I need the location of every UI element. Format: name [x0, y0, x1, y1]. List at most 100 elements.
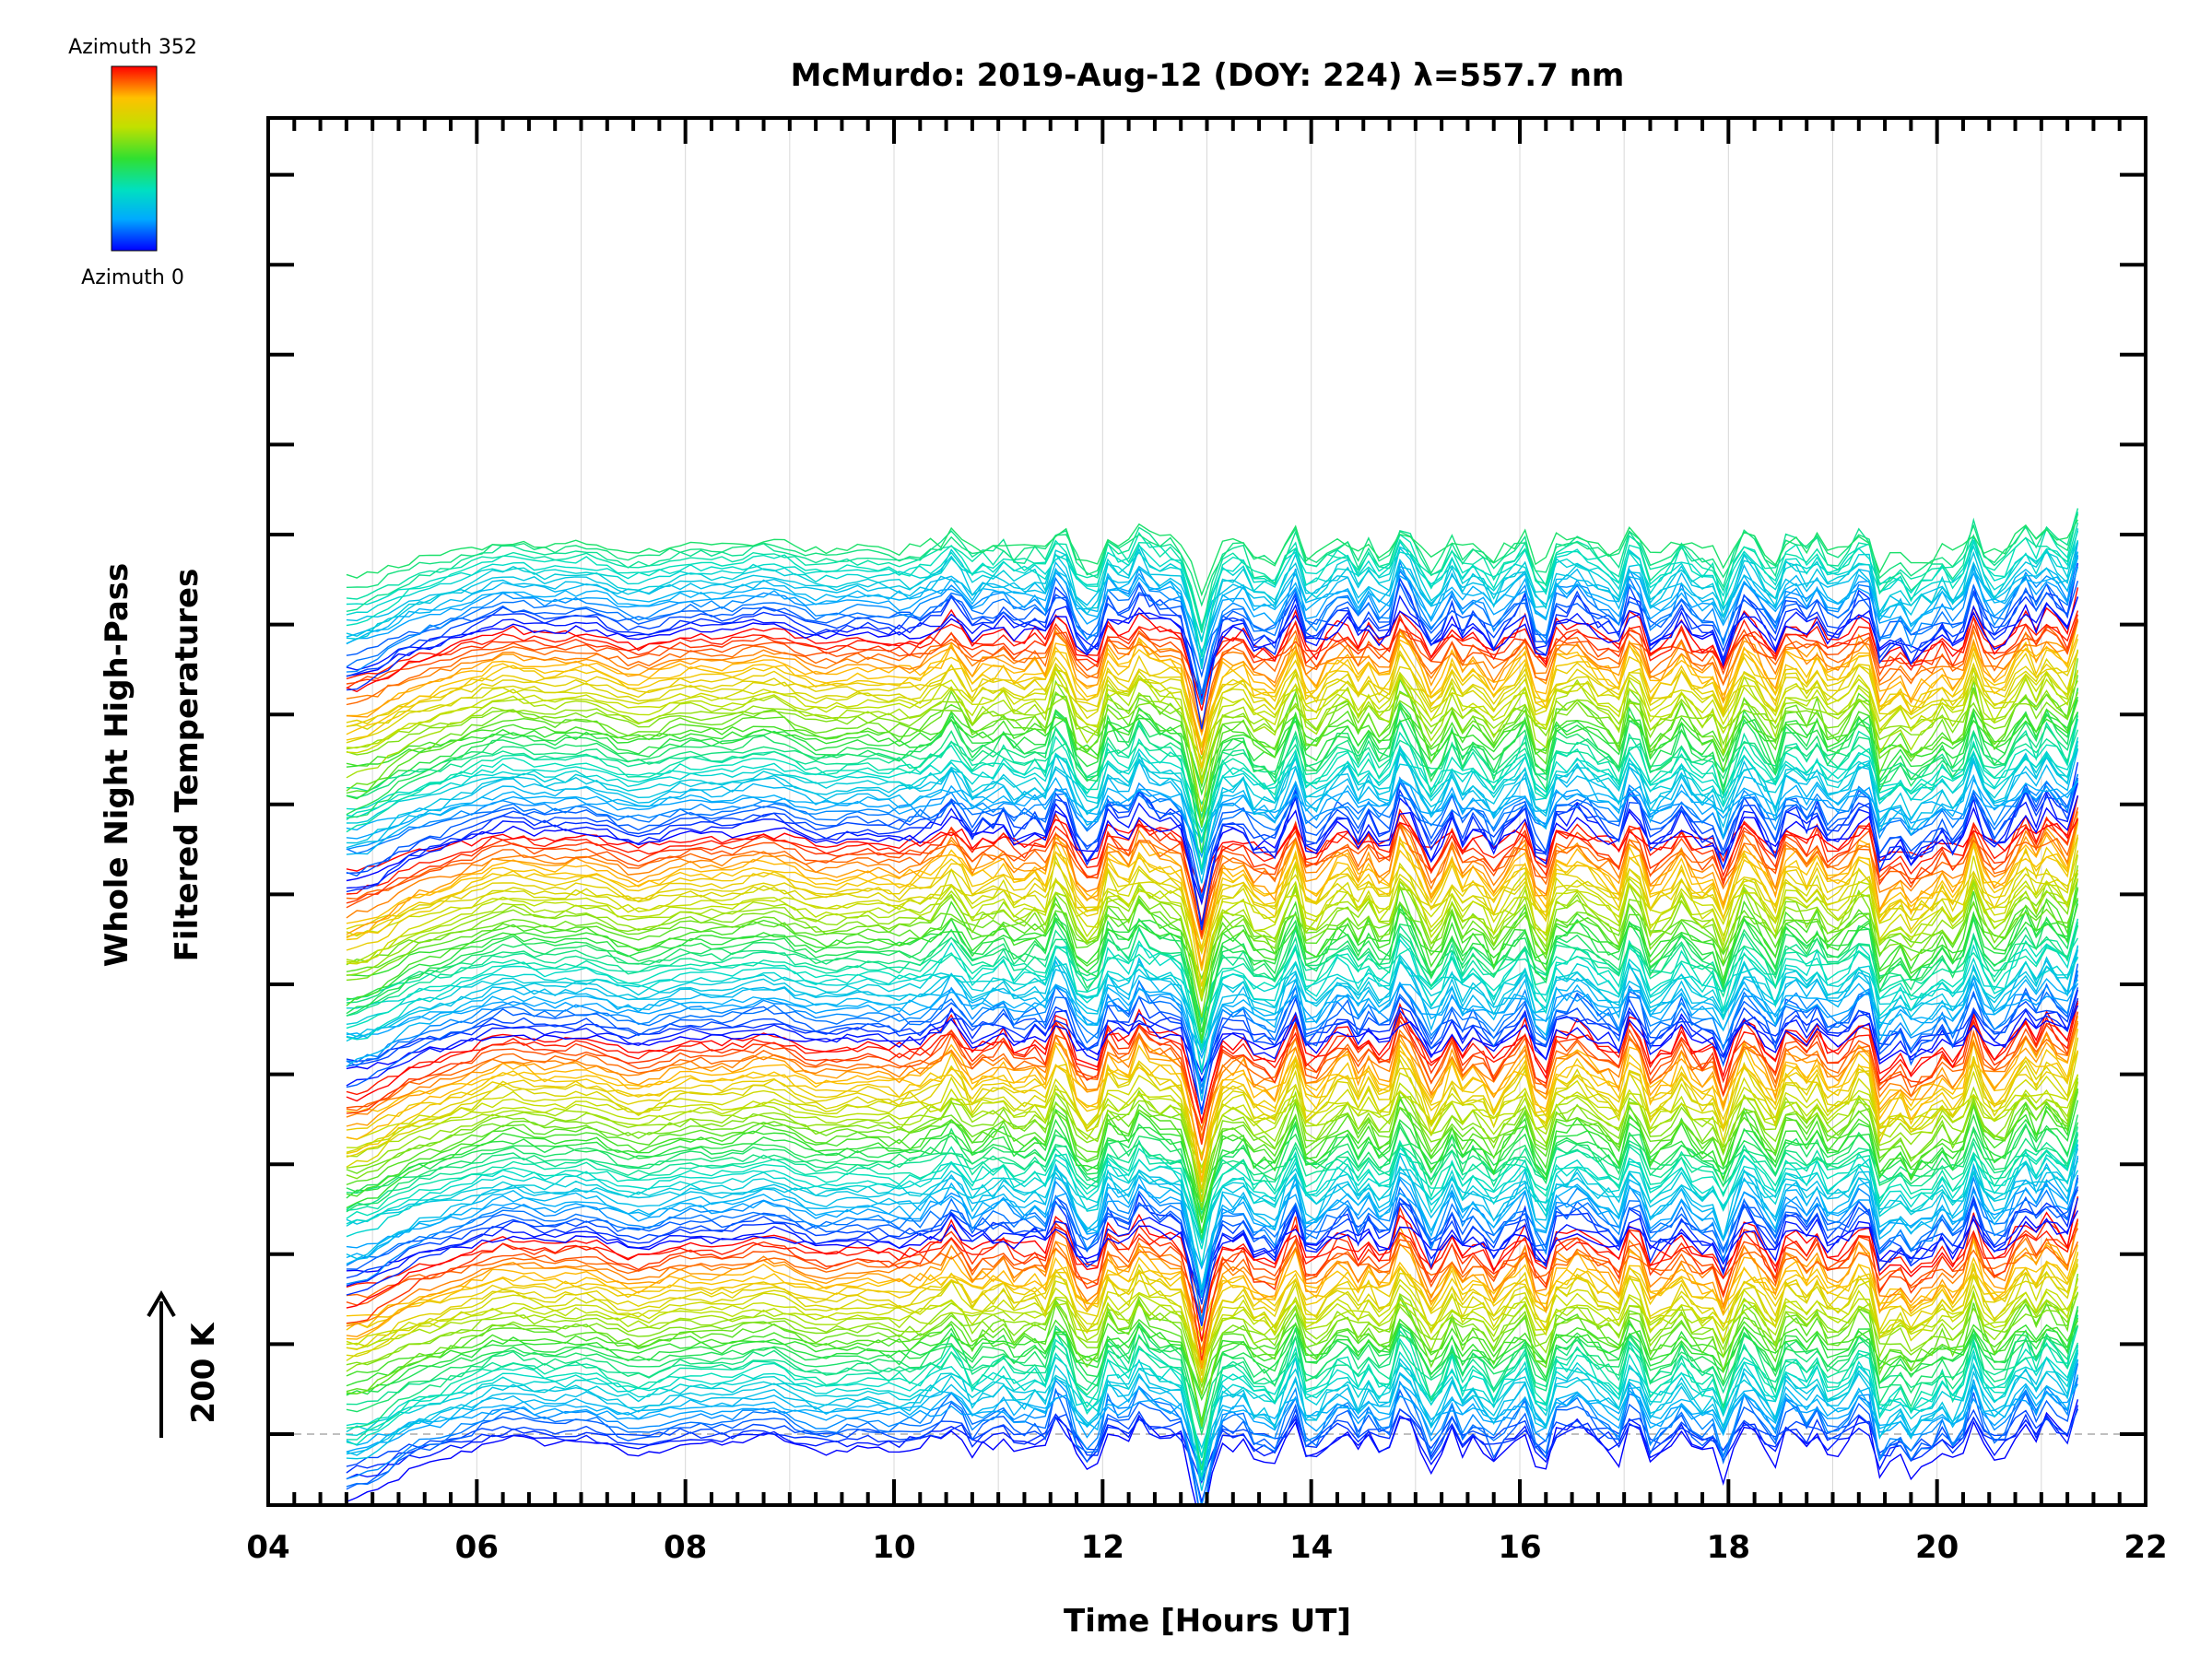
axis-ticks — [266, 118, 2147, 1505]
series-line-9 — [346, 1359, 2079, 1478]
series-line-147 — [346, 747, 2079, 842]
series-line-167 — [346, 651, 2079, 767]
series-line-163 — [346, 649, 2079, 812]
series-line-175 — [346, 618, 2079, 733]
series-line-186 — [346, 542, 2079, 705]
series-line-28 — [346, 1292, 2078, 1375]
series-line-36 — [346, 1244, 2079, 1333]
series-line-194 — [346, 530, 2079, 632]
series-line-93 — [346, 987, 2079, 1094]
series-line-68 — [346, 1081, 2079, 1223]
series-line-119 — [346, 854, 2079, 999]
chart-title: McMurdo: 2019-Aug-12 (DOY: 224) λ=557.7 … — [791, 57, 1625, 94]
series-line-101 — [346, 947, 2079, 1070]
series-line-61 — [346, 1132, 2079, 1240]
series-line-58 — [346, 1139, 2079, 1266]
scale-bar-label: 200 K — [185, 1322, 222, 1424]
x-tick-label-04: 04 — [246, 1529, 289, 1566]
series-line-160 — [346, 658, 2079, 827]
series-line-30 — [346, 1283, 2079, 1365]
series-line-124 — [346, 819, 2079, 987]
series-line-181 — [346, 594, 2079, 695]
series-line-199 — [346, 519, 2079, 597]
series-line-42 — [346, 1196, 2079, 1361]
series-line-159 — [346, 675, 2079, 825]
series-line-111 — [346, 888, 2079, 1033]
series-line-10 — [346, 1352, 2079, 1481]
series-line-197 — [346, 508, 2079, 633]
series-line-78 — [346, 1037, 2079, 1190]
series-line-128 — [346, 811, 2079, 966]
x-tick-label-08: 08 — [664, 1529, 707, 1566]
x-tick-label-06: 06 — [455, 1529, 499, 1566]
y-axis-label-line1: Whole Night High-Pass — [99, 563, 135, 968]
x-tick-label-12: 12 — [1081, 1529, 1124, 1566]
series-line-77 — [346, 1037, 2079, 1203]
series-line-44 — [346, 1196, 2079, 1342]
series-line-17 — [346, 1340, 2079, 1430]
scale-bar: 200 K — [147, 1290, 222, 1438]
series-line-103 — [346, 956, 2079, 1021]
series-line-55 — [346, 1148, 2079, 1288]
series-line-106 — [346, 937, 2079, 1020]
series-line-164 — [346, 669, 2079, 775]
series-line-125 — [346, 822, 2079, 971]
series-line-16 — [346, 1314, 2079, 1470]
series-line-89 — [346, 1000, 2079, 1124]
series-line-156 — [346, 696, 2079, 828]
series-line-183 — [346, 562, 2079, 705]
series-line-53 — [346, 1155, 2079, 1290]
series-line-166 — [346, 668, 2079, 749]
series-line-171 — [346, 620, 2079, 756]
colorbar-gradient — [111, 65, 158, 252]
series-line-105 — [346, 918, 2079, 1050]
series-line-40 — [346, 1241, 2079, 1320]
series-line-196 — [346, 522, 2079, 629]
series-line-71 — [346, 1077, 2079, 1208]
series-line-129 — [346, 819, 2079, 940]
series-line-145 — [346, 740, 2079, 875]
series-line-67 — [346, 1088, 2079, 1234]
series-line-187 — [346, 566, 2079, 664]
series-line-150 — [346, 718, 2079, 842]
series-line-137 — [346, 761, 2079, 931]
series-line-161 — [346, 690, 2079, 781]
x-tick-label-16: 16 — [1498, 1529, 1541, 1566]
series-line-170 — [346, 618, 2079, 769]
x-axis-label: Time [Hours UT] — [1064, 1603, 1351, 1640]
series-line-151 — [346, 712, 2079, 870]
series-line-116 — [346, 865, 2079, 1018]
series-line-86 — [346, 1011, 2079, 1143]
x-tick-label-18: 18 — [1707, 1529, 1750, 1566]
series-line-182 — [346, 562, 2079, 730]
series-line-32 — [346, 1258, 2079, 1382]
x-tick-label-14: 14 — [1289, 1529, 1333, 1566]
series-line-155 — [346, 688, 2079, 853]
series-line-146 — [346, 740, 2079, 872]
series-line-6 — [346, 1359, 2079, 1505]
series-line-84 — [346, 1020, 2079, 1140]
series-line-80 — [346, 1029, 2079, 1182]
series-line-48 — [346, 1186, 2079, 1305]
series-line-113 — [346, 878, 2079, 1041]
series-line-117 — [346, 869, 2079, 1002]
series-line-2 — [346, 1408, 2079, 1485]
series-line-174 — [346, 618, 2079, 727]
series-line-136 — [346, 782, 2079, 925]
x-tick-label-22: 22 — [2124, 1529, 2167, 1566]
series-line-121 — [346, 837, 2079, 998]
series-line-56 — [346, 1165, 2079, 1245]
series-line-143 — [346, 773, 2078, 844]
series-line-118 — [346, 873, 2079, 994]
series-line-165 — [346, 649, 2079, 784]
series-line-27 — [346, 1278, 2079, 1395]
series-line-114 — [346, 887, 2079, 1000]
series-line-70 — [346, 1088, 2079, 1199]
colorbar: Azimuth 352 Azimuth 0 — [68, 36, 197, 289]
x-tick-label-20: 20 — [1915, 1529, 1959, 1566]
series-line-25 — [346, 1273, 2079, 1428]
series-line-14 — [346, 1346, 2079, 1457]
series-line-140 — [346, 779, 2079, 873]
x-tick-label-10: 10 — [872, 1529, 915, 1566]
x-tick-labels: 04 06 08 10 12 14 16 18 20 22 — [246, 1529, 2167, 1566]
